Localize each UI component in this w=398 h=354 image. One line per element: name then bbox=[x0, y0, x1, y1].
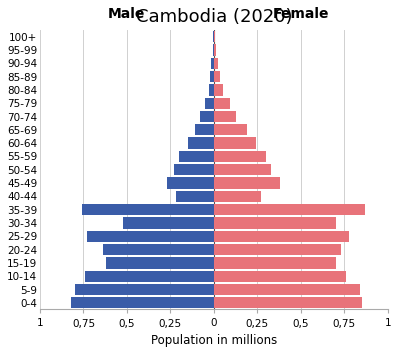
Bar bbox=[174, 164, 214, 175]
Bar bbox=[195, 124, 214, 136]
Bar bbox=[214, 58, 218, 69]
Text: Female: Female bbox=[273, 7, 329, 21]
Bar bbox=[179, 151, 214, 162]
X-axis label: Population in millions: Population in millions bbox=[151, 334, 277, 347]
Bar bbox=[214, 151, 266, 162]
Bar bbox=[213, 31, 214, 42]
Bar bbox=[82, 204, 214, 215]
Bar bbox=[214, 257, 336, 269]
Bar bbox=[85, 270, 214, 282]
Bar bbox=[214, 217, 336, 229]
Title: Cambodia (2020): Cambodia (2020) bbox=[136, 8, 292, 26]
Bar bbox=[167, 177, 214, 189]
Bar bbox=[200, 111, 214, 122]
Bar bbox=[205, 98, 214, 109]
Bar bbox=[214, 284, 360, 295]
Bar bbox=[214, 297, 362, 308]
Bar bbox=[123, 217, 214, 229]
Bar bbox=[214, 84, 222, 96]
Bar bbox=[213, 44, 214, 56]
Bar bbox=[214, 124, 247, 136]
Text: Male: Male bbox=[108, 7, 146, 21]
Bar bbox=[214, 177, 280, 189]
Bar bbox=[214, 164, 271, 175]
Bar bbox=[75, 284, 214, 295]
Bar bbox=[103, 244, 214, 255]
Bar bbox=[214, 191, 261, 202]
Bar bbox=[176, 191, 214, 202]
Bar bbox=[188, 137, 214, 149]
Bar bbox=[87, 230, 214, 242]
Bar bbox=[214, 270, 346, 282]
Bar bbox=[211, 71, 214, 82]
Bar bbox=[214, 111, 236, 122]
Bar bbox=[214, 44, 216, 56]
Bar bbox=[214, 204, 365, 215]
Bar bbox=[214, 230, 349, 242]
Bar bbox=[211, 58, 214, 69]
Bar bbox=[71, 297, 214, 308]
Bar bbox=[214, 71, 220, 82]
Bar bbox=[209, 84, 214, 96]
Bar bbox=[106, 257, 214, 269]
Bar bbox=[214, 137, 256, 149]
Bar bbox=[214, 98, 230, 109]
Bar bbox=[214, 244, 341, 255]
Bar bbox=[214, 31, 215, 42]
